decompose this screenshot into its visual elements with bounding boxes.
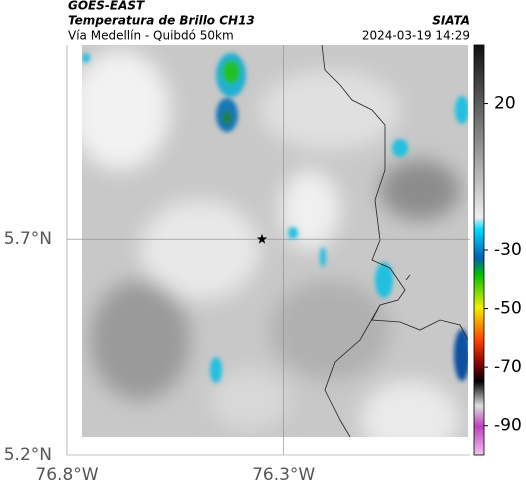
colorbar-tick-label: -90 (494, 416, 522, 436)
subtitle: Temperatura de Brillo CH13 (68, 14, 255, 28)
y-tick-label: 5.7°N (4, 229, 52, 249)
colorbar-tick-label: -70 (494, 357, 522, 377)
x-tick-label: 76.8°W (35, 465, 98, 485)
title: GOES-EAST (68, 0, 145, 13)
source: SIATA (432, 14, 470, 28)
y-tick-label: 5.2°N (4, 445, 52, 465)
route: Vía Medellín - Quibdó 50km (68, 29, 234, 43)
x-tick-label: 76.3°W (252, 465, 315, 485)
colorbar-tick-label: -30 (494, 240, 522, 260)
location-marker (256, 233, 268, 244)
colorbar (473, 44, 485, 456)
colorbar-tick-label: 20 (494, 94, 516, 114)
colorbar-tick-label: -50 (494, 299, 522, 319)
satellite-image (82, 45, 468, 437)
timestamp: 2024-03-19 14:29 (362, 29, 470, 43)
